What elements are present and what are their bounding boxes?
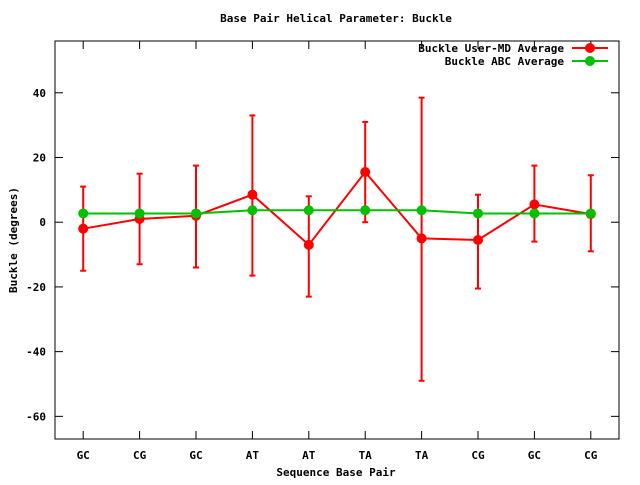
chart-title: Base Pair Helical Parameter: Buckle bbox=[220, 12, 452, 25]
data-point-1 bbox=[416, 233, 427, 244]
series-line-1 bbox=[83, 170, 591, 247]
data-point-2 bbox=[473, 208, 483, 219]
y-tick-label: -40 bbox=[26, 346, 46, 359]
legend-label: Buckle User-MD Average bbox=[418, 42, 564, 55]
data-point-1 bbox=[529, 199, 540, 210]
y-tick-label: -20 bbox=[26, 281, 46, 294]
y-tick-label: -60 bbox=[26, 410, 46, 423]
data-point-2 bbox=[416, 205, 427, 216]
data-point-1 bbox=[78, 223, 89, 234]
data-point-2 bbox=[529, 208, 540, 219]
data-point-1 bbox=[303, 239, 314, 250]
x-tick-label: AT bbox=[302, 449, 316, 462]
x-tick-label: TA bbox=[415, 449, 429, 462]
x-tick-label: TA bbox=[359, 449, 373, 462]
legend-marker bbox=[585, 56, 595, 66]
data-point-1 bbox=[473, 235, 483, 245]
x-tick-label: CG bbox=[584, 449, 598, 462]
x-tick-label: CG bbox=[133, 449, 147, 462]
data-point-2 bbox=[247, 205, 258, 216]
legend-label: Buckle ABC Average bbox=[445, 55, 565, 68]
y-tick-label: 20 bbox=[33, 151, 46, 164]
data-point-2 bbox=[134, 208, 145, 219]
series-line-2 bbox=[83, 209, 591, 215]
x-tick-label: GC bbox=[528, 449, 541, 462]
x-tick-label: GC bbox=[189, 449, 202, 462]
legend-marker bbox=[585, 43, 595, 53]
x-axis-label: Sequence Base Pair bbox=[276, 466, 396, 479]
x-tick-label: AT bbox=[246, 449, 260, 462]
y-tick-label: 0 bbox=[39, 216, 46, 229]
data-point-2 bbox=[360, 205, 371, 216]
data-point-2 bbox=[78, 208, 89, 219]
y-tick-label: 40 bbox=[33, 87, 46, 100]
x-tick-label: CG bbox=[471, 449, 485, 462]
data-point-2 bbox=[303, 205, 314, 216]
x-tick-label: GC bbox=[77, 449, 90, 462]
data-point-1 bbox=[360, 167, 371, 178]
y-axis-label: Buckle (degrees) bbox=[7, 187, 20, 293]
data-point-2 bbox=[585, 208, 596, 219]
plot-frame bbox=[54, 40, 620, 440]
data-point-1 bbox=[247, 189, 258, 200]
data-point-2 bbox=[191, 208, 201, 219]
